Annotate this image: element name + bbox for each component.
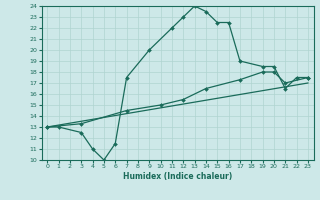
X-axis label: Humidex (Indice chaleur): Humidex (Indice chaleur)	[123, 172, 232, 181]
